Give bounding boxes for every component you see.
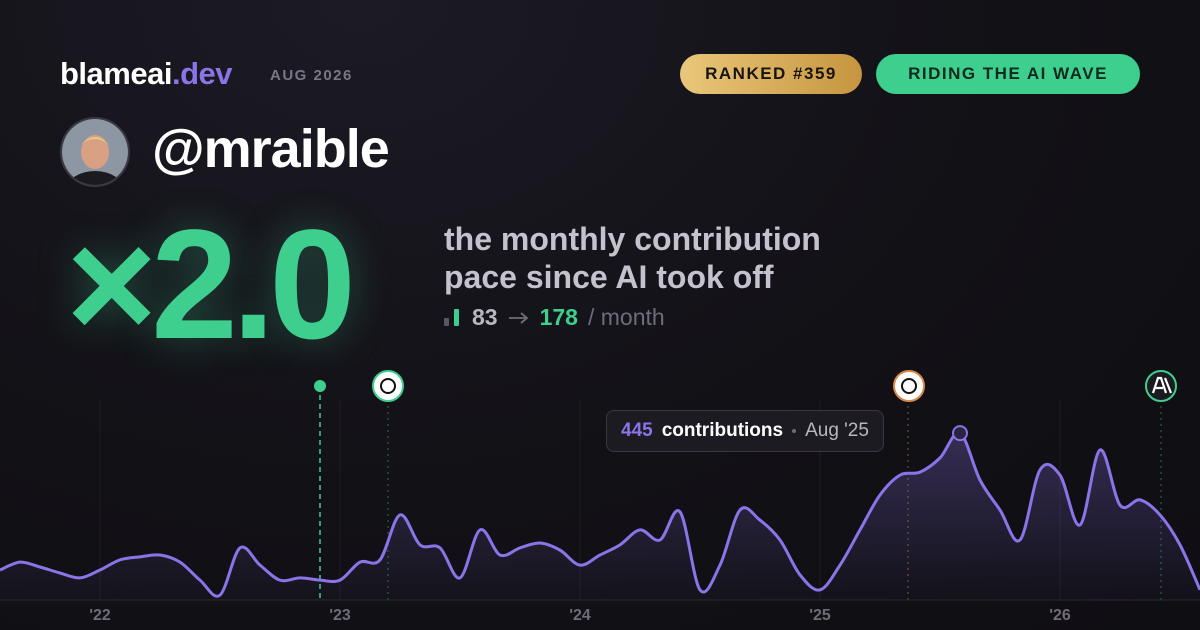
anthropic-icon[interactable] bbox=[1145, 370, 1177, 402]
area bbox=[0, 432, 1200, 600]
handle: @mraible bbox=[152, 119, 390, 179]
x-tick-label: '24 bbox=[569, 607, 591, 624]
brand-name: blameai bbox=[60, 56, 172, 91]
pace-icon bbox=[444, 308, 459, 326]
x-tick-label: '25 bbox=[809, 607, 831, 624]
caption-line: the monthly contribution bbox=[444, 221, 821, 257]
pace-unit: / month bbox=[587, 304, 665, 330]
x-tick-label: '23 bbox=[329, 607, 351, 624]
x-tick-label: '26 bbox=[1049, 607, 1071, 624]
multiplier: ×2.0 bbox=[66, 198, 356, 372]
rank-badge: RANKED #359 bbox=[680, 54, 862, 94]
status-badge: RIDING THE AI WAVE bbox=[876, 54, 1140, 94]
brand-tld: .dev bbox=[171, 56, 233, 91]
event-markers bbox=[314, 370, 1177, 600]
pace-arrow bbox=[508, 311, 528, 324]
pace-after: 178 bbox=[539, 304, 578, 330]
openai-icon[interactable] bbox=[372, 370, 404, 402]
x-tick-label: '22 bbox=[89, 607, 111, 624]
brand[interactable]: blameai.dev bbox=[60, 56, 232, 92]
pace: 83 178 / month bbox=[444, 304, 665, 331]
tooltip-unit: contributions bbox=[661, 420, 784, 441]
tooltip-value: 445 bbox=[621, 420, 653, 441]
caption: the monthly contribution pace since AI to… bbox=[444, 220, 821, 296]
date: AUG 2026 bbox=[270, 67, 353, 84]
pace-before: 83 bbox=[472, 304, 498, 330]
caption-line: pace since AI took off bbox=[444, 259, 774, 295]
tooltip-date: Aug '25 bbox=[805, 420, 869, 441]
highlight-point bbox=[952, 425, 968, 442]
avatar bbox=[60, 117, 130, 187]
tooltip: 445 contributions Aug '25 bbox=[606, 410, 884, 452]
line bbox=[0, 431, 1200, 598]
openai-icon[interactable] bbox=[893, 370, 925, 402]
chart: '22 '23 '24 '25 '26 bbox=[0, 370, 1200, 624]
separator bbox=[792, 429, 797, 433]
